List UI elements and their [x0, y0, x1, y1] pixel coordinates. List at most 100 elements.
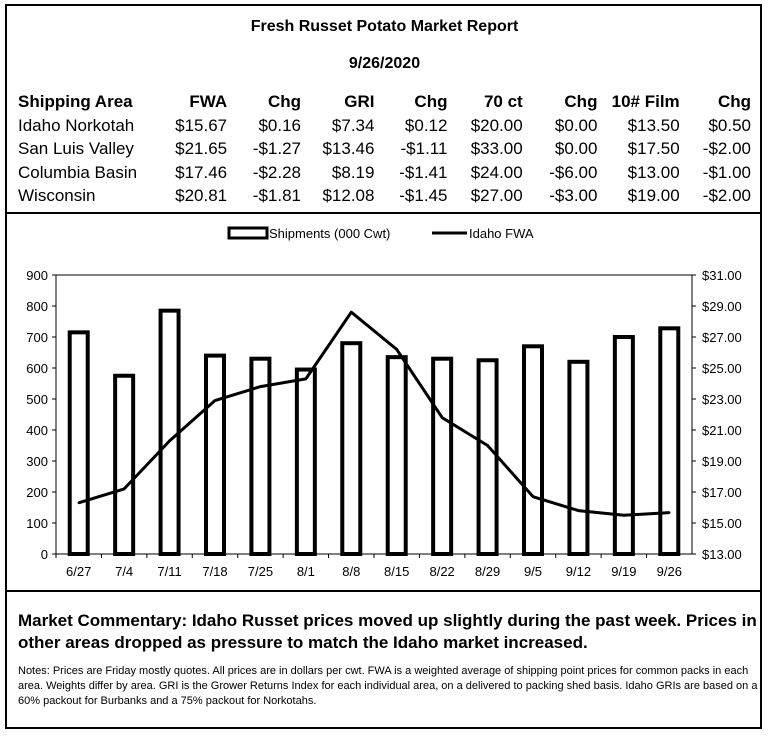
- table-row: Columbia Basin $17.46 -$2.28 $8.19 -$1.4…: [16, 161, 753, 185]
- idaho-fwa-point: [77, 501, 80, 505]
- table-cell: -$1.00: [702, 162, 751, 182]
- x-tick-label: 9/12: [566, 564, 591, 579]
- table-cell: Wisconsin: [18, 186, 96, 206]
- x-tick-label: 7/18: [202, 564, 227, 579]
- idaho-fwa-point: [577, 509, 580, 512]
- y-right-tick-label: $13.00: [702, 547, 742, 562]
- x-tick-label: 7/25: [248, 564, 273, 579]
- table-cell: -$2.00: [702, 186, 751, 206]
- y-right-tick-label: $27.00: [702, 330, 742, 345]
- table-cell: $13.00: [627, 162, 680, 182]
- shipments-bar: [294, 367, 317, 556]
- y-right-tick-label: $17.00: [702, 485, 742, 500]
- table-cell: $33.00: [470, 139, 523, 159]
- table-cell: -$6.00: [549, 162, 598, 182]
- table-cell: Columbia Basin: [18, 162, 138, 182]
- col-shipping-area: Shipping Area: [18, 92, 133, 111]
- table-cell: $0.00: [554, 139, 598, 159]
- table-cell: $0.50: [708, 115, 751, 135]
- idaho-fwa-point: [440, 416, 444, 419]
- table-row: Idaho Norkotah $15.67 $0.16 $7.34 $0.12 …: [16, 114, 753, 138]
- x-tick-label: 7/4: [115, 564, 133, 579]
- shipments-price-chart: 0 100 200 300 400 500 600 700 800 900 $13.00 $15.00…: [26, 226, 742, 579]
- idaho-fwa-point: [531, 495, 535, 498]
- x-tick-label: 6/27: [66, 564, 91, 579]
- shipments-bar: [385, 355, 408, 556]
- table-cell: $20.81: [175, 186, 228, 206]
- x-tick-label: 8/8: [342, 564, 360, 579]
- col-70ct: 70 ct: [483, 92, 523, 111]
- idaho-fwa-point: [668, 511, 671, 514]
- table-cell: -$2.28: [252, 162, 301, 182]
- table-cell: $0.00: [554, 115, 598, 135]
- idaho-fwa-point: [622, 514, 626, 517]
- report-frame: [5, 4, 762, 729]
- table-cell: -$2.00: [702, 139, 751, 159]
- col-gri-chg: Chg: [414, 92, 448, 111]
- col-10film-chg: Chg: [717, 92, 751, 111]
- table-cell: Idaho Norkotah: [18, 115, 135, 135]
- col-gri: GRI: [344, 92, 375, 111]
- idaho-fwa-point: [304, 377, 308, 381]
- table-cell: $12.08: [322, 186, 375, 206]
- y-left-tick-label: 400: [26, 423, 48, 438]
- x-tick-label: 7/11: [157, 564, 181, 579]
- x-tick-label: 8/1: [297, 564, 315, 579]
- y-left-tick-label: 700: [26, 330, 48, 345]
- idaho-fwa-point: [395, 348, 398, 351]
- table-header-row: Shipping Area FWA Chg GRI Chg 70 ct Chg …: [16, 90, 753, 114]
- shipments-bar: [113, 373, 136, 556]
- report-date: 9/26/2020: [348, 55, 421, 72]
- table-cell: $13.46: [322, 139, 375, 159]
- y-right-tick-label: $25.00: [702, 361, 742, 376]
- table-cell: $7.34: [331, 115, 375, 135]
- shipments-bar: [612, 335, 635, 556]
- table-cell: $21.65: [175, 139, 228, 159]
- shipments-bar: [476, 358, 499, 556]
- y-left-tick-label: 900: [26, 268, 48, 283]
- table-cell: $0.12: [404, 115, 448, 135]
- col-10film: 10# Film: [611, 92, 680, 111]
- y-right-tick-label: $23.00: [702, 392, 742, 407]
- table-cell: -$1.41: [399, 162, 448, 182]
- table-cell: $15.67: [175, 115, 228, 135]
- y-right-tick-label: $21.00: [702, 423, 742, 438]
- legend-shipments-label: Shipments (000 Cwt): [269, 226, 390, 241]
- y-left-tick-label: 800: [26, 299, 48, 314]
- y-right-tick-label: $29.00: [702, 299, 742, 314]
- table-cell: -$1.27: [252, 139, 301, 159]
- table-cell: $24.00: [470, 162, 523, 182]
- table-cell: San Luis Valley: [18, 139, 134, 159]
- table-row: Wisconsin $20.81 -$1.81 $12.08 -$1.45 $2…: [16, 185, 753, 209]
- table-cell: -$3.00: [549, 186, 598, 206]
- col-fwa: FWA: [189, 92, 228, 111]
- x-tick-label: 9/26: [657, 564, 682, 579]
- x-tick-label: 8/15: [384, 564, 409, 579]
- report-notes: Notes: Prices are Friday mostly quotes. …: [18, 665, 758, 707]
- price-table: Shipping Area FWA Chg GRI Chg 70 ct Chg …: [16, 90, 753, 208]
- report-title: Fresh Russet Potato Market Report: [250, 18, 519, 35]
- idaho-fwa-point: [213, 399, 217, 402]
- shipments-bar: [658, 326, 681, 556]
- y-left-tick-label: 100: [26, 516, 48, 531]
- shipments-bar: [204, 353, 226, 556]
- shipments-bar: [249, 356, 272, 556]
- shipments-bar: [522, 344, 544, 556]
- y-right-tick-label: $15.00: [702, 516, 742, 531]
- table-cell: -$1.11: [400, 139, 448, 159]
- shipments-bar: [431, 356, 454, 556]
- idaho-fwa-point: [168, 439, 171, 443]
- table-row: San Luis Valley $21.65 -$1.27 $13.46 -$1…: [16, 138, 753, 162]
- y-left-tick-label: 300: [26, 454, 48, 469]
- y-right-tick-label: $31.00: [702, 268, 742, 283]
- y-left-tick-label: 500: [26, 392, 48, 407]
- legend-fwa-label: Idaho FWA: [469, 226, 534, 241]
- y-left-tick-label: 200: [26, 485, 48, 500]
- y-right-tick-label: $19.00: [702, 454, 742, 469]
- table-cell: $19.00: [627, 186, 680, 206]
- x-tick-label: 9/5: [524, 564, 542, 579]
- shipments-bar: [67, 330, 90, 556]
- table-cell: $27.00: [470, 186, 523, 206]
- shipments-bar: [340, 341, 363, 556]
- table-cell: $17.50: [627, 139, 680, 159]
